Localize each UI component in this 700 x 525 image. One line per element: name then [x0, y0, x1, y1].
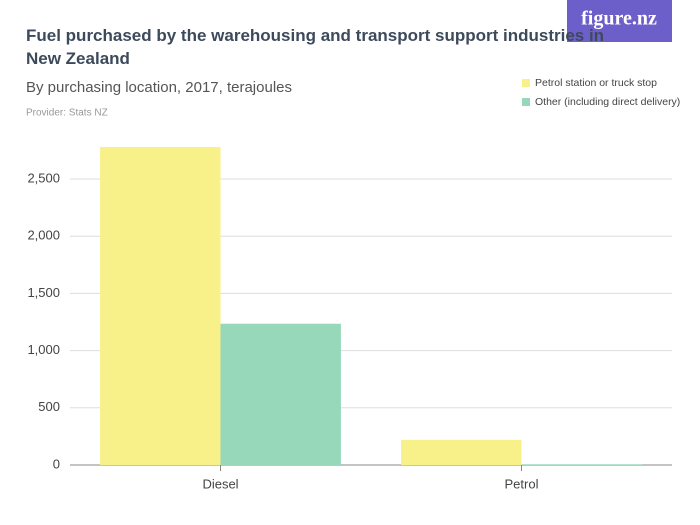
y-tick-label: 0 [53, 456, 60, 471]
y-tick-label: 2,000 [27, 228, 60, 243]
bar [401, 439, 522, 465]
legend-swatch [522, 98, 530, 106]
chart-title: Fuel purchased by the warehousing and tr… [26, 26, 604, 68]
y-tick-label: 500 [38, 399, 60, 414]
bar [521, 464, 642, 465]
logo-box [567, 0, 672, 42]
title-text: New Zealand [26, 49, 130, 68]
subtitle: By purchasing location, 2017, terajoules [26, 79, 292, 96]
legend-swatch [522, 79, 530, 87]
provider: Provider: Stats NZ [26, 108, 108, 119]
y-tick-label: 1,000 [27, 342, 60, 357]
y-tick-label: 1,500 [27, 285, 60, 300]
x-tick-label: Petrol [505, 476, 539, 491]
logo: figure.nz [581, 8, 657, 30]
title-text: Fuel purchased by the warehousing and tr… [26, 26, 604, 45]
legend-label: Other (including direct delivery) [535, 96, 680, 108]
x-tick-label: Diesel [202, 476, 238, 491]
y-tick-label: 2,500 [27, 170, 60, 185]
bar [100, 146, 221, 465]
legend-label: Petrol station or truck stop [535, 77, 657, 89]
bar [220, 323, 341, 465]
